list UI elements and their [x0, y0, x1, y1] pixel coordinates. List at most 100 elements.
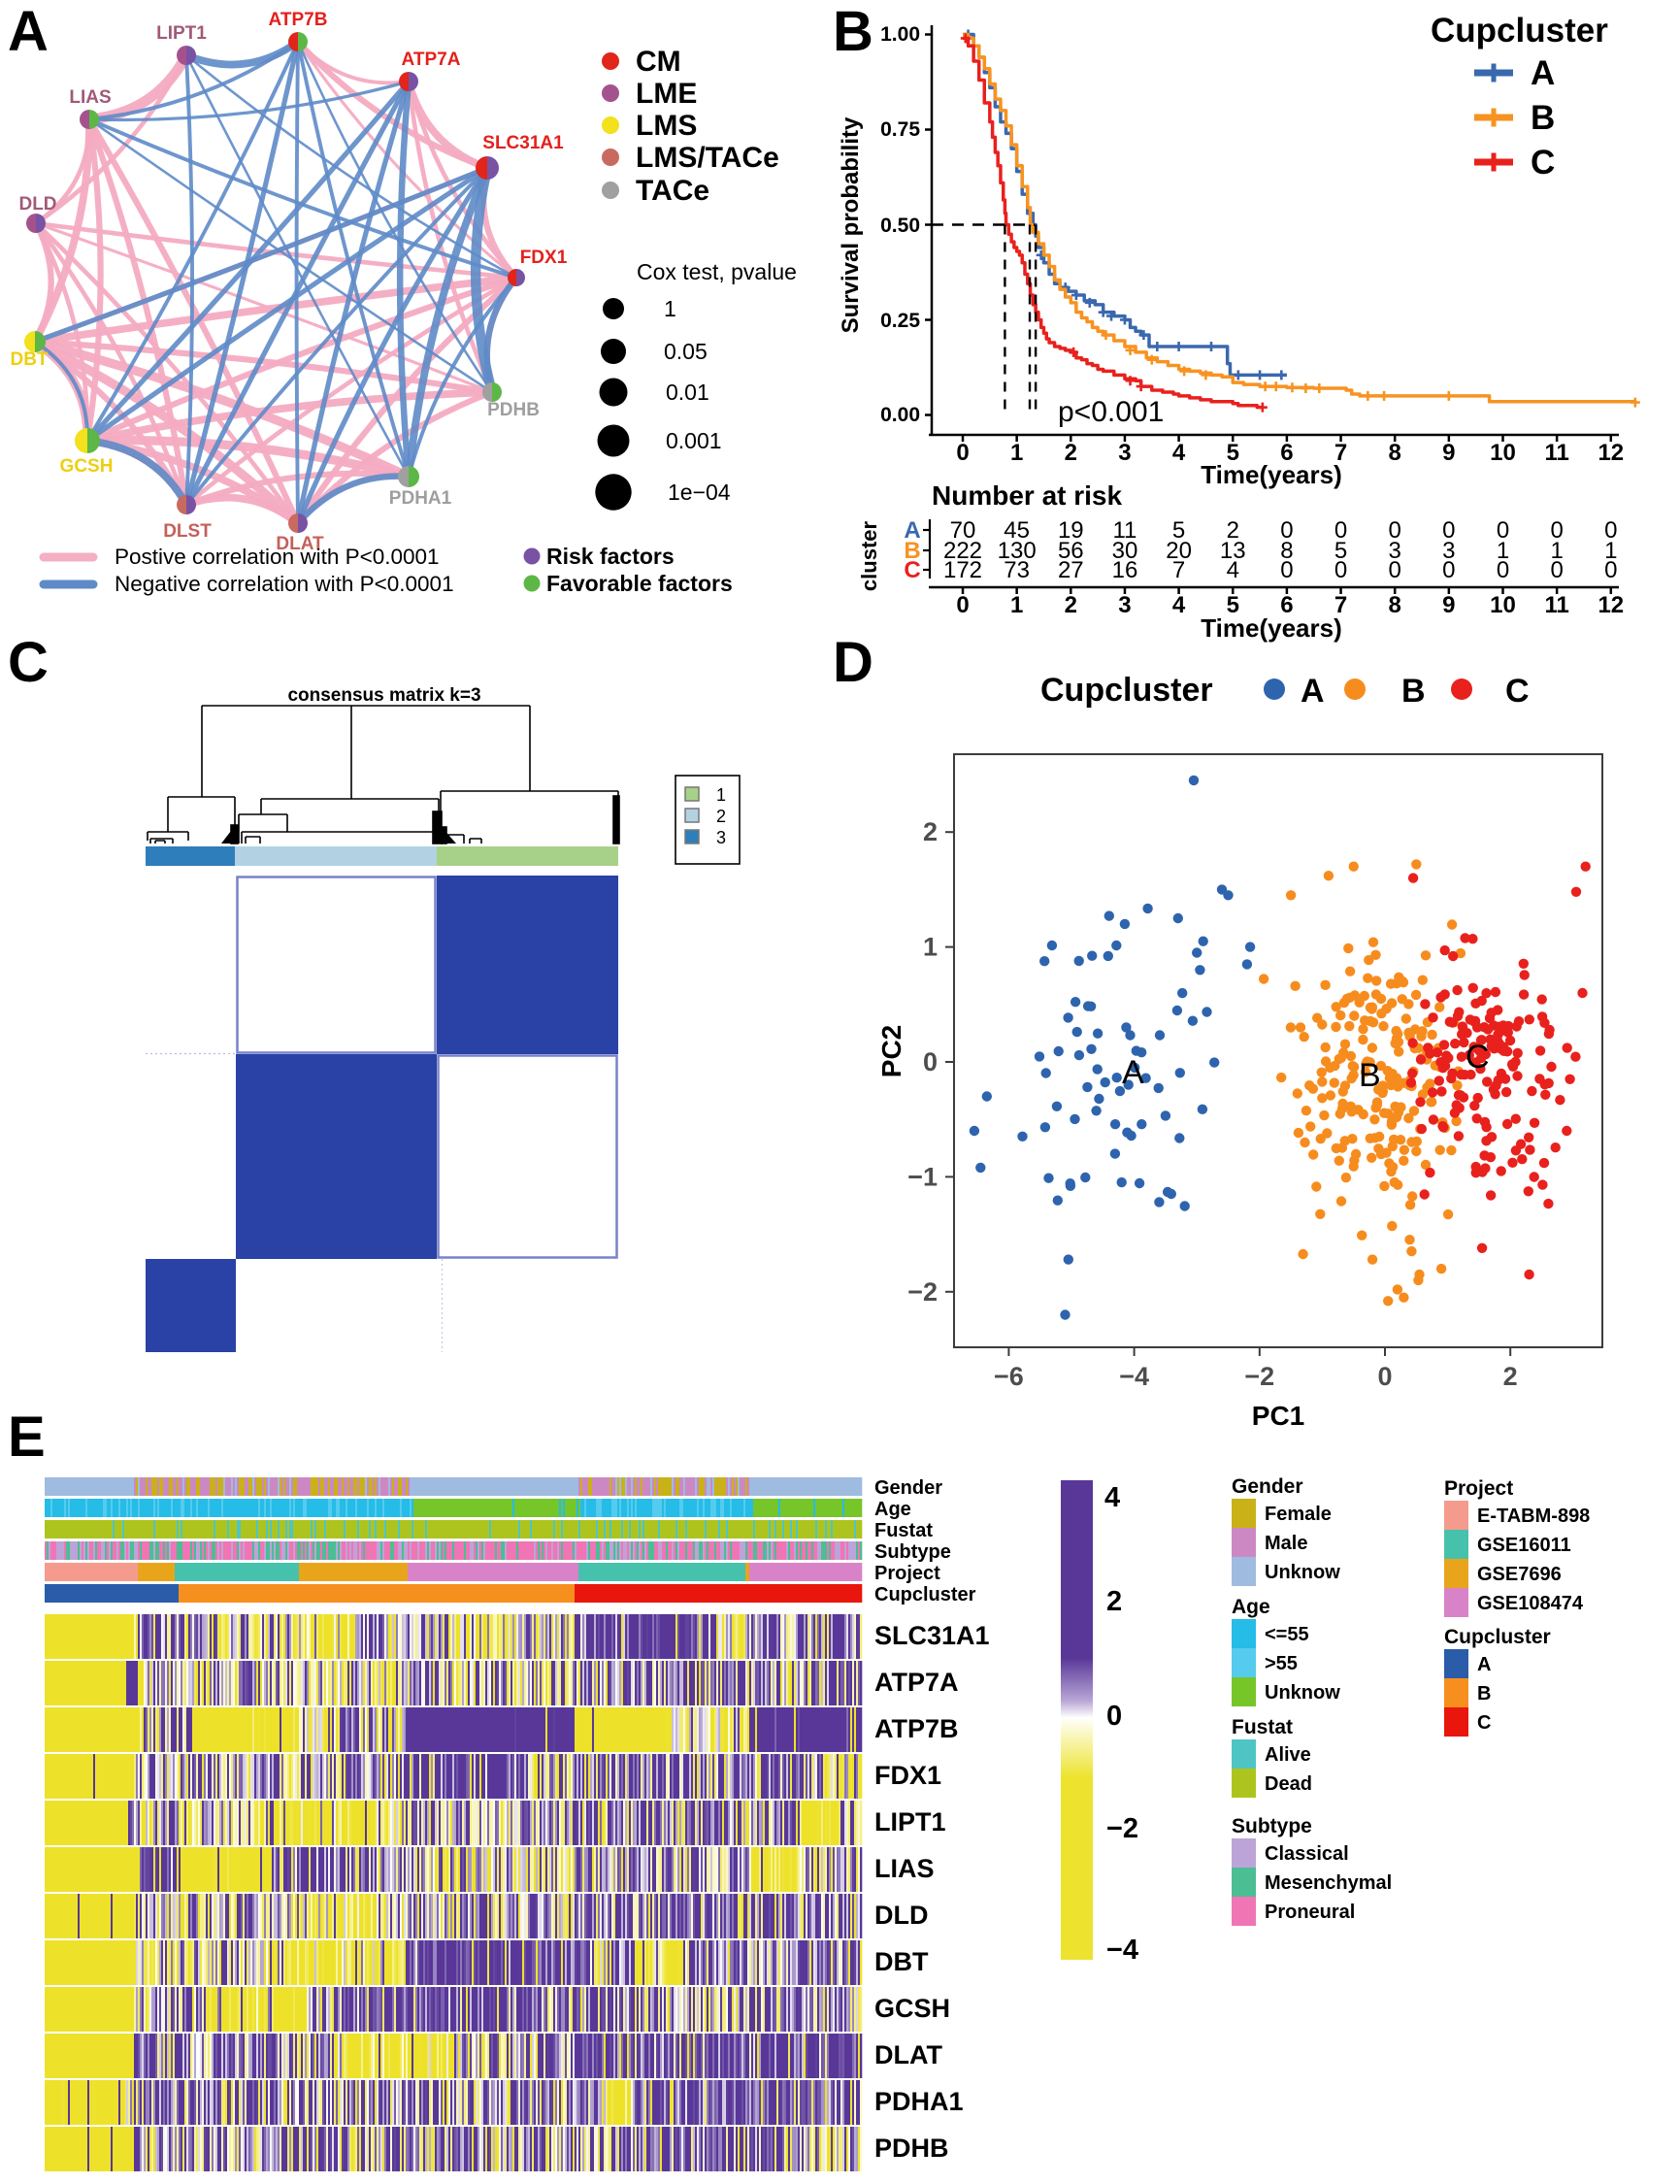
svg-text:1: 1: [716, 785, 726, 805]
svg-text:Cupcluster: Cupcluster: [1431, 12, 1608, 50]
svg-text:10: 10: [1490, 592, 1516, 618]
svg-text:1: 1: [1550, 538, 1563, 564]
svg-text:TACe: TACe: [636, 175, 709, 207]
svg-text:−2: −2: [907, 1277, 938, 1307]
svg-text:9: 9: [1442, 592, 1455, 618]
svg-text:1: 1: [1010, 440, 1023, 466]
svg-text:0: 0: [1280, 517, 1293, 544]
svg-text:0.01: 0.01: [666, 380, 709, 405]
svg-text:0: 0: [1604, 557, 1617, 583]
svg-text:0: 0: [1550, 517, 1563, 544]
svg-text:20: 20: [1166, 538, 1192, 564]
svg-text:8: 8: [1389, 440, 1401, 466]
svg-text:Negative correlation with P<0.: Negative correlation with P<0.0001: [115, 572, 454, 596]
svg-text:B: B: [1359, 1057, 1381, 1094]
svg-text:0: 0: [1389, 517, 1401, 544]
svg-text:p<0.001: p<0.001: [1058, 396, 1164, 428]
svg-text:12: 12: [1598, 440, 1624, 466]
svg-text:1: 1: [664, 296, 676, 321]
svg-text:B: B: [1401, 673, 1426, 710]
svg-text:130: 130: [998, 538, 1037, 564]
svg-text:73: 73: [1004, 557, 1030, 583]
svg-text:D: D: [833, 631, 873, 694]
svg-text:4: 4: [1172, 592, 1186, 618]
svg-text:6: 6: [1280, 592, 1293, 618]
svg-text:11: 11: [1544, 440, 1568, 466]
svg-text:3: 3: [1118, 592, 1131, 618]
svg-text:LME: LME: [636, 78, 697, 110]
svg-text:0.001: 0.001: [666, 428, 722, 453]
svg-text:ATP7A: ATP7A: [402, 50, 461, 70]
svg-text:5: 5: [1227, 592, 1239, 618]
svg-text:CM: CM: [636, 46, 681, 78]
svg-text:E: E: [8, 1406, 46, 1469]
svg-text:172: 172: [943, 557, 982, 583]
svg-text:A: A: [8, 0, 49, 63]
svg-text:DLAT: DLAT: [276, 534, 324, 554]
svg-text:LIPT1: LIPT1: [156, 23, 207, 44]
svg-text:Cupcluster: Cupcluster: [1040, 672, 1213, 709]
svg-text:cluster: cluster: [857, 520, 881, 591]
svg-text:LMS: LMS: [636, 110, 697, 142]
svg-text:8: 8: [1280, 538, 1293, 564]
svg-text:0.05: 0.05: [664, 339, 708, 364]
svg-text:−1: −1: [907, 1162, 938, 1191]
svg-text:PDHA1: PDHA1: [389, 488, 452, 509]
svg-text:DBT: DBT: [10, 349, 48, 370]
svg-text:0.75: 0.75: [880, 118, 920, 141]
svg-text:PC2: PC2: [876, 1025, 906, 1077]
svg-text:11: 11: [1112, 517, 1136, 544]
svg-text:Favorable factors: Favorable factors: [546, 571, 733, 596]
svg-text:DLD: DLD: [18, 194, 56, 215]
svg-text:5: 5: [1334, 538, 1347, 564]
svg-text:B: B: [1531, 99, 1555, 137]
svg-text:0: 0: [956, 440, 969, 466]
svg-text:A: A: [1531, 54, 1555, 92]
svg-text:4: 4: [1227, 557, 1239, 583]
svg-text:0: 0: [1442, 557, 1455, 583]
svg-text:3: 3: [1389, 538, 1401, 564]
svg-text:0: 0: [1497, 557, 1509, 583]
svg-text:1.00: 1.00: [880, 23, 920, 46]
svg-text:1: 1: [1497, 538, 1509, 564]
svg-text:222: 222: [943, 538, 982, 564]
svg-text:B: B: [833, 0, 873, 63]
svg-text:Survival probability: Survival probability: [838, 116, 864, 333]
svg-text:LMS/TACe: LMS/TACe: [636, 142, 779, 174]
svg-text:ATP7B: ATP7B: [269, 10, 328, 30]
svg-text:C: C: [904, 557, 920, 583]
svg-text:0: 0: [1334, 517, 1347, 544]
svg-text:0: 0: [1442, 517, 1455, 544]
svg-text:GCSH: GCSH: [60, 456, 114, 477]
svg-text:A: A: [904, 517, 920, 544]
svg-text:2: 2: [1227, 517, 1239, 544]
svg-text:0: 0: [923, 1047, 938, 1076]
svg-text:2: 2: [1503, 1362, 1518, 1391]
svg-text:B: B: [904, 538, 920, 564]
svg-text:2: 2: [1065, 592, 1077, 618]
svg-text:DLST: DLST: [163, 521, 212, 542]
svg-text:11: 11: [1544, 592, 1568, 618]
svg-text:2: 2: [716, 807, 726, 826]
svg-text:12: 12: [1598, 592, 1624, 618]
svg-text:Number at risk: Number at risk: [932, 480, 1122, 511]
svg-text:70: 70: [950, 517, 976, 544]
svg-text:16: 16: [1112, 557, 1138, 583]
svg-text:Cox test, pvalue: Cox test, pvalue: [637, 259, 797, 284]
svg-text:C: C: [8, 631, 49, 694]
svg-text:30: 30: [1112, 538, 1138, 564]
svg-text:3: 3: [716, 828, 726, 847]
svg-text:PDHB: PDHB: [487, 400, 540, 420]
svg-text:1: 1: [1010, 592, 1023, 618]
svg-text:FDX1: FDX1: [520, 248, 568, 268]
svg-text:C: C: [1531, 144, 1555, 182]
svg-text:2: 2: [923, 817, 938, 846]
svg-text:0: 0: [1389, 557, 1401, 583]
svg-text:45: 45: [1004, 517, 1030, 544]
svg-text:1: 1: [1604, 538, 1617, 564]
svg-text:56: 56: [1058, 538, 1084, 564]
svg-text:1e−04: 1e−04: [668, 480, 731, 505]
svg-text:Time(years): Time(years): [1201, 460, 1342, 489]
svg-text:0: 0: [956, 592, 969, 618]
svg-text:5: 5: [1227, 440, 1239, 466]
